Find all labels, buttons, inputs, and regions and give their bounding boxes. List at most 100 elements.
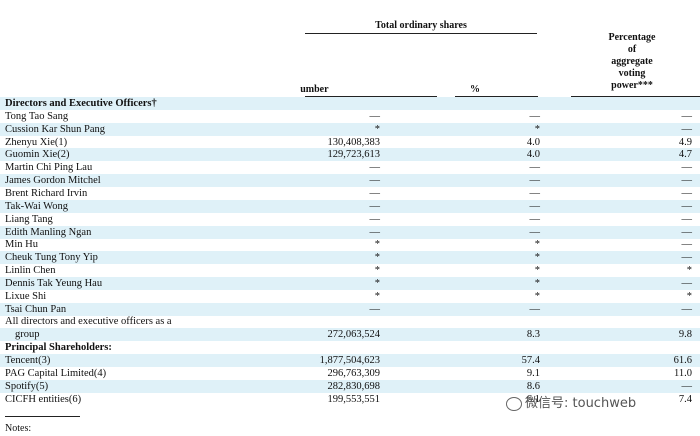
voting-power: — (681, 226, 693, 238)
holder-name: Linlin Chen (5, 265, 56, 277)
table-row: Zhenyu Xie(1) 130,408,383 4.0 4.9 (0, 136, 700, 149)
voting-power: — (681, 175, 693, 187)
shares-percent: * (534, 265, 540, 277)
shares-percent: — (529, 200, 541, 212)
table-row: Tak-Wai Wong — — — (0, 199, 700, 213)
wechat-icon (506, 396, 522, 411)
percent-column-header: % (470, 84, 480, 95)
shares-percent: 8.6 (526, 380, 540, 392)
holder-name: Tak-Wai Wong (5, 200, 68, 212)
holder-name: Liang Tang (5, 213, 53, 225)
number-column-header: Number (300, 84, 329, 95)
voting-column-header: Percentage of aggregate voting power*** (592, 32, 672, 92)
table-row: Dennis Tak Yeung Hau * * — (0, 276, 700, 290)
shares-number: * (374, 290, 380, 302)
section-header-row: Directors and Executive Officers† (0, 97, 700, 110)
holder-name: Spotify(5) (5, 380, 49, 392)
voting-header-line-3: aggregate (611, 56, 653, 67)
shares-percent: 4.0 (526, 149, 540, 161)
voting-power: — (681, 162, 693, 174)
shares-number: 129,723,613 (327, 149, 381, 161)
shares-number: 199,553,551 (327, 393, 381, 405)
holder-name: group (15, 329, 40, 341)
shares-number: — (369, 200, 381, 212)
holder-name: PAG Capital Limited(4) (5, 367, 107, 379)
voting-power: — (681, 110, 693, 122)
holder-name: Zhenyu Xie(1) (5, 136, 68, 148)
shares-number: — (369, 187, 381, 199)
holder-name: Cussion Kar Shun Pang (5, 123, 106, 135)
voting-header-line-1: Percentage (608, 32, 656, 43)
shares-percent: 8.3 (526, 329, 540, 341)
voting-power: — (681, 277, 693, 289)
holder-name: Directors and Executive Officers† (5, 98, 157, 109)
voting-power: * (686, 290, 692, 302)
holder-name: Tencent(3) (5, 355, 51, 366)
voting-power: — (681, 380, 693, 392)
voting-header-line-5: power*** (611, 80, 653, 91)
voting-power: 11.0 (674, 367, 692, 379)
header-rule-voting (571, 96, 700, 97)
table-row: Liang Tang — — — (0, 213, 700, 226)
table-row: Spotify(5) 282,830,698 8.6 — (0, 379, 700, 393)
holder-name: James Gordon Mitchel (5, 175, 101, 187)
shares-percent: — (529, 213, 541, 225)
holder-name: Principal Shareholders: (5, 342, 112, 354)
table-row: CICFH entities(6) 199,553,551 6.1 7.4 (0, 393, 700, 406)
shares-number: 1,877,504,623 (319, 355, 380, 366)
shares-percent: 4.0 (526, 136, 540, 148)
watermark-text: 微信号: touchweb (525, 396, 637, 411)
voting-power: 61.6 (673, 355, 692, 366)
notes-rule (5, 416, 80, 417)
table-row: Cheuk Tung Tony Yip * * — (0, 251, 700, 265)
voting-power: — (681, 123, 693, 135)
table-row: Brent Richard Irvin — — — (0, 187, 700, 200)
shares-number: — (369, 162, 381, 174)
table-row: Tencent(3) 1,877,504,623 57.4 61.6 (0, 354, 700, 367)
shares-percent: — (529, 187, 541, 199)
shares-percent: * (534, 123, 540, 135)
holder-name: Cheuk Tung Tony Yip (5, 252, 98, 264)
voting-power: 4.7 (678, 149, 692, 161)
table-row: Edith Manling Ngan — — — (0, 225, 700, 239)
voting-power: * (686, 265, 692, 277)
shares-percent: — (529, 303, 541, 315)
voting-header-line-4: voting (618, 68, 646, 79)
holder-name: Edith Manling Ngan (5, 226, 92, 238)
shares-number: * (374, 239, 380, 251)
table-row: Min Hu * * — (0, 238, 700, 251)
shares-percent: 6.1 (526, 393, 540, 405)
shares-number: — (369, 226, 381, 238)
shares-number: 130,408,383 (327, 136, 381, 148)
shares-number: * (374, 123, 380, 135)
voting-power: — (681, 252, 693, 264)
shares-number: 296,763,309 (327, 367, 381, 379)
shares-percent: — (529, 162, 541, 174)
holder-name: Martin Chi Ping Lau (5, 162, 93, 174)
header-rule-number (305, 96, 437, 97)
table-row: James Gordon Mitchel — — — (0, 174, 700, 188)
holder-name: Min Hu (5, 239, 38, 251)
section-header-row: Principal Shareholders: (0, 341, 700, 354)
voting-power: 4.9 (678, 136, 692, 148)
holder-name: Guomin Xie(2) (5, 149, 70, 161)
voting-power: — (681, 187, 693, 199)
shares-percent: 9.1 (526, 367, 540, 379)
shares-percent: — (529, 226, 541, 238)
table-row: group 272,063,524 8.3 9.8 (0, 328, 700, 342)
table-row: Tsai Chun Pan — — — (0, 302, 700, 316)
voting-header-line-2: of (627, 44, 637, 55)
total-ordinary-shares-header: Total ordinary shares (375, 20, 467, 31)
shares-percent: * (534, 277, 540, 289)
table-row: All directors and executive officers as … (0, 315, 700, 328)
table-row: Guomin Xie(2) 129,723,613 4.0 4.7 (0, 148, 700, 162)
header-rule-percent (455, 96, 538, 97)
voting-power: — (681, 200, 693, 212)
holder-name: Brent Richard Irvin (5, 187, 88, 199)
shares-number: * (374, 265, 380, 277)
table-row: Cussion Kar Shun Pang * * — (0, 122, 700, 136)
shares-percent: * (534, 239, 540, 251)
voting-power: — (681, 303, 693, 315)
shares-percent: 57.4 (521, 355, 540, 366)
watermark: 微信号: touchweb (506, 392, 636, 411)
